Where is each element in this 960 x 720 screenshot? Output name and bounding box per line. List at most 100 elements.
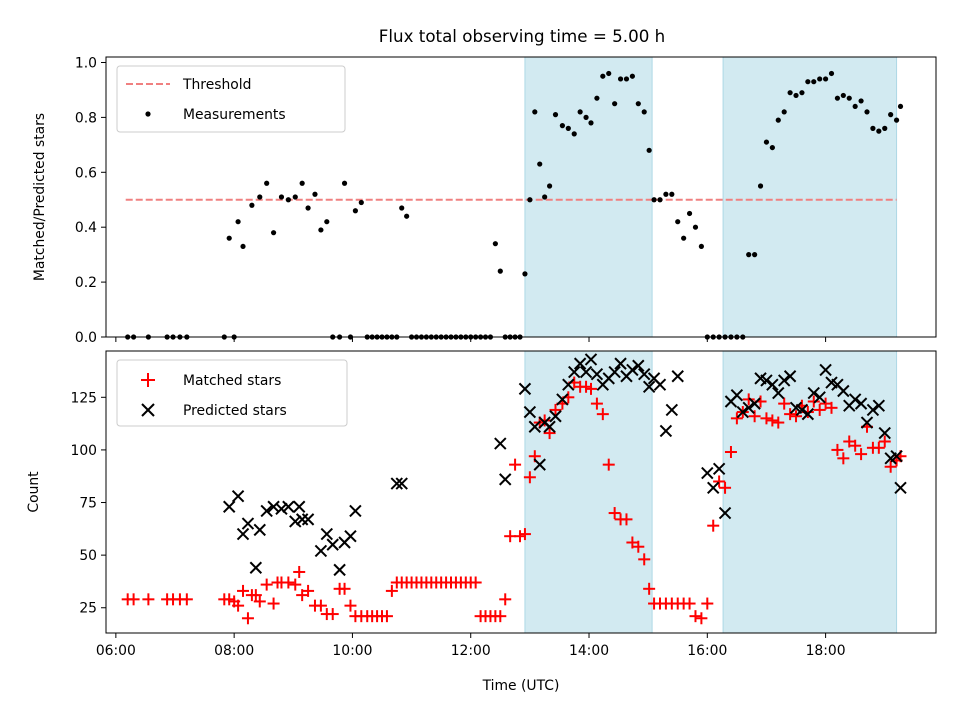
predicted-point bbox=[494, 437, 507, 450]
measurement-point bbox=[492, 241, 498, 247]
matched-point bbox=[683, 597, 696, 610]
measurement-point bbox=[641, 109, 647, 115]
x-tick-label: 14:00 bbox=[569, 643, 609, 659]
measurement-point bbox=[318, 227, 324, 233]
measurement-point bbox=[240, 243, 246, 250]
measurement-point bbox=[571, 131, 577, 137]
y-tick-label: 125 bbox=[70, 390, 97, 406]
matched-point bbox=[730, 412, 743, 425]
measurement-point bbox=[675, 219, 681, 225]
predicted-point bbox=[760, 374, 773, 387]
measurements-legend-label: Measurements bbox=[183, 107, 286, 123]
y-tick-label: 75 bbox=[79, 496, 97, 512]
predicted-point bbox=[568, 365, 581, 379]
measurement-point bbox=[249, 202, 255, 208]
matched-point bbox=[713, 475, 726, 488]
matched-point bbox=[314, 599, 327, 612]
measurement-point bbox=[278, 194, 285, 200]
matched-point bbox=[701, 597, 714, 610]
counts-legend: Matched stars Predicted stars bbox=[116, 359, 348, 427]
matched-point bbox=[289, 578, 302, 591]
measurement-point bbox=[264, 180, 270, 186]
predicted-point bbox=[795, 403, 809, 417]
measurement-point bbox=[285, 197, 291, 203]
matched-point bbox=[855, 448, 868, 461]
y-tick-label: 25 bbox=[79, 601, 97, 617]
matched-point bbox=[608, 507, 621, 520]
x-tick-label: 18:00 bbox=[806, 643, 846, 659]
measurement-point bbox=[799, 90, 805, 96]
x-tick-label: 10:00 bbox=[332, 643, 372, 659]
predicted-point bbox=[894, 481, 907, 494]
predicted-point bbox=[253, 523, 266, 537]
predicted-point bbox=[718, 506, 732, 520]
matched-point bbox=[778, 397, 791, 410]
measurement-point bbox=[817, 76, 823, 82]
measurement-point bbox=[532, 109, 538, 115]
matched-point bbox=[632, 540, 645, 553]
measurement-point bbox=[834, 95, 841, 101]
matched-point bbox=[760, 412, 773, 425]
predicted-point bbox=[314, 544, 328, 558]
matched-point bbox=[293, 565, 306, 578]
measurement-point bbox=[822, 76, 829, 82]
matched-point bbox=[142, 593, 155, 606]
predicted-point bbox=[742, 401, 755, 415]
predicted-point bbox=[807, 386, 820, 400]
x-tick-label: 12:00 bbox=[451, 643, 491, 659]
observing-window-1 bbox=[524, 350, 653, 634]
counts-panel: 06:00 08:00 10:00 12:00 14:00 16:00 18:00 25 50… bbox=[26, 350, 937, 694]
predicted-point bbox=[231, 490, 245, 503]
predicted-point bbox=[562, 378, 575, 391]
predicted-point bbox=[543, 420, 556, 433]
predicted-point bbox=[860, 416, 874, 429]
predicted-point bbox=[626, 363, 639, 377]
measurement-point bbox=[882, 125, 888, 131]
matched-point bbox=[784, 408, 797, 421]
predicted-point bbox=[730, 388, 744, 402]
measurement-point bbox=[840, 92, 846, 99]
predicted-point bbox=[260, 504, 273, 518]
matched-point bbox=[748, 410, 761, 423]
measurement-point bbox=[546, 183, 553, 189]
measurement-point bbox=[876, 128, 882, 134]
predicted-point bbox=[236, 527, 250, 541]
predicted-point bbox=[777, 374, 791, 387]
measurement-point bbox=[588, 120, 594, 126]
measurement-point bbox=[629, 73, 635, 79]
predicted-point bbox=[783, 370, 797, 383]
measurement-point bbox=[635, 101, 641, 107]
measurement-point bbox=[341, 180, 348, 186]
matched-point bbox=[380, 610, 393, 623]
matched-point bbox=[127, 593, 140, 606]
ratio-legend: Threshold Measurements bbox=[116, 65, 346, 133]
matched-point bbox=[523, 471, 536, 484]
predicted-point bbox=[878, 426, 891, 440]
measurement-point bbox=[811, 79, 817, 85]
measurement-point bbox=[828, 70, 835, 77]
matched-point bbox=[772, 416, 785, 429]
matched-point bbox=[338, 582, 351, 595]
predicted-point bbox=[573, 357, 587, 370]
measurement-point bbox=[864, 109, 870, 115]
predicted-point bbox=[642, 380, 656, 393]
counts-plot-frame bbox=[105, 350, 937, 634]
measurement-point bbox=[870, 125, 876, 131]
predicted-point bbox=[590, 367, 604, 381]
measurement-point bbox=[270, 230, 277, 236]
measurement-point bbox=[522, 271, 528, 277]
measurements-legend-marker bbox=[145, 111, 151, 117]
predicted-point bbox=[632, 359, 645, 372]
counts-legend-box bbox=[116, 359, 348, 427]
matched-point bbox=[620, 513, 633, 526]
predicted-point bbox=[872, 399, 886, 412]
predicted-point bbox=[295, 513, 309, 526]
matched-point bbox=[518, 528, 531, 541]
measurement-point bbox=[600, 73, 606, 79]
predicted-point bbox=[748, 397, 761, 410]
measurement-point bbox=[787, 90, 793, 96]
measurement-point bbox=[669, 191, 675, 197]
matched-point bbox=[724, 446, 737, 459]
matched-point bbox=[549, 403, 562, 416]
matched-point bbox=[499, 593, 512, 606]
